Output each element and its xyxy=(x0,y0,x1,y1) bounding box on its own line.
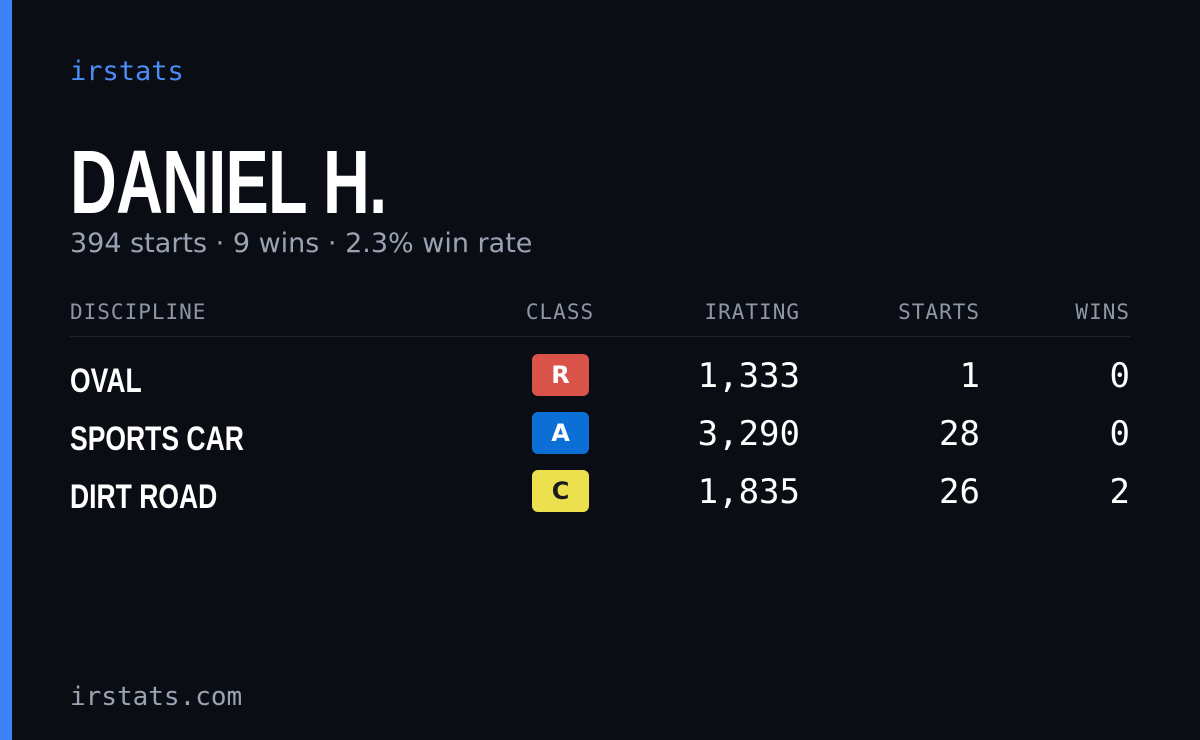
column-header: IRATING xyxy=(704,300,800,324)
discipline: SPORTS CAR xyxy=(70,420,244,458)
starts: 28 xyxy=(939,414,980,454)
divider xyxy=(70,336,1130,337)
discipline: DIRT ROAD xyxy=(70,478,218,516)
wins: 0 xyxy=(1109,356,1130,396)
summary: 394 starts · 9 wins · 2.3% win rate xyxy=(70,228,533,259)
column-header: DISCIPLINE xyxy=(70,300,207,324)
irating: 1,835 xyxy=(697,472,800,512)
column-header: WINS xyxy=(1075,300,1130,324)
class-badge: R xyxy=(532,354,589,396)
starts: 1 xyxy=(959,356,980,396)
wins: 0 xyxy=(1109,414,1130,454)
class-badge: C xyxy=(532,470,589,512)
discipline: OVAL xyxy=(70,362,142,400)
class-badge: A xyxy=(532,412,589,454)
driver-name: DANIEL H. xyxy=(70,133,387,233)
accent-stripe xyxy=(0,0,12,740)
footer-link: irstats.com xyxy=(70,682,243,712)
starts: 26 xyxy=(939,472,980,512)
column-header: CLASS xyxy=(525,300,595,324)
brand: irstats xyxy=(70,56,184,87)
irating: 3,290 xyxy=(697,414,800,454)
irating: 1,333 xyxy=(697,356,800,396)
column-header: STARTS xyxy=(898,300,980,324)
wins: 2 xyxy=(1109,472,1130,512)
